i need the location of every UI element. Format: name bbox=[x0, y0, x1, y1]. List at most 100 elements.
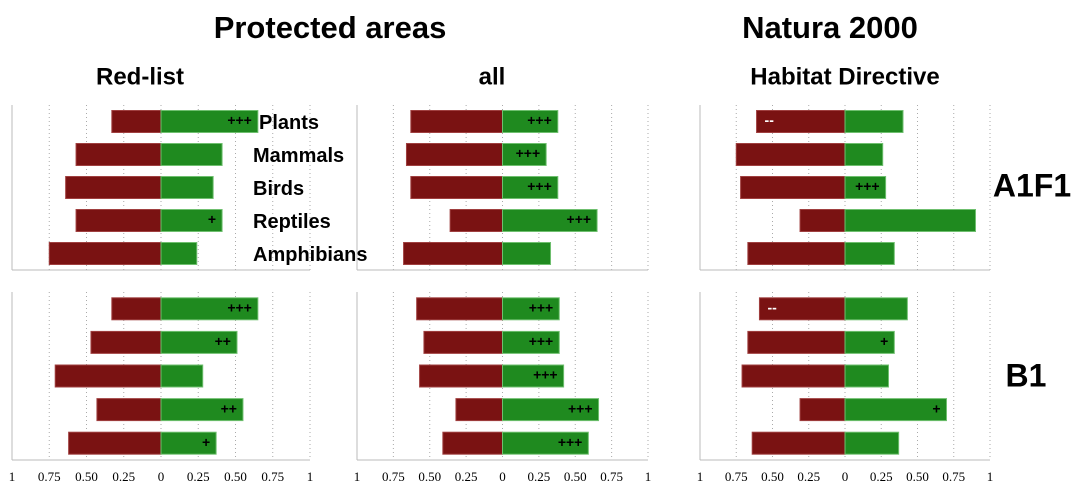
bar-annotation: +++ bbox=[529, 333, 554, 349]
bar bbox=[68, 431, 162, 455]
bar bbox=[160, 110, 259, 133]
bar-annotation: +++ bbox=[558, 434, 583, 450]
bar bbox=[160, 431, 217, 455]
x-tick-label: 1 bbox=[987, 469, 994, 484]
bar bbox=[502, 110, 559, 133]
row-label: A1F1 bbox=[993, 167, 1071, 203]
x-tick-label: 0.75 bbox=[261, 469, 284, 484]
bar-annotation: +++ bbox=[527, 178, 552, 194]
bar bbox=[502, 209, 598, 232]
bar-annotation: -- bbox=[765, 112, 775, 128]
x-tick-label: 0.25 bbox=[112, 469, 135, 484]
bar bbox=[844, 242, 895, 265]
x-tick-label: 1 bbox=[9, 469, 16, 484]
bar bbox=[799, 398, 846, 422]
bar bbox=[416, 297, 503, 321]
x-tick-label: 0.50 bbox=[906, 469, 929, 484]
bar bbox=[403, 242, 503, 265]
bar bbox=[844, 398, 947, 422]
subtitle: Red-list bbox=[96, 63, 184, 90]
bar bbox=[502, 364, 565, 388]
bar bbox=[160, 330, 238, 354]
bar bbox=[740, 176, 846, 199]
bar bbox=[410, 176, 503, 199]
bar bbox=[75, 143, 162, 166]
bar-annotation: +++ bbox=[529, 300, 554, 316]
bar-annotation: + bbox=[880, 333, 888, 349]
bar bbox=[844, 110, 904, 133]
x-tick-label: 0.25 bbox=[455, 469, 478, 484]
bar bbox=[502, 297, 560, 321]
bar-annotation: -- bbox=[767, 300, 777, 316]
bar bbox=[160, 176, 214, 199]
bar bbox=[90, 330, 162, 354]
category-label: Birds bbox=[253, 178, 304, 200]
x-tick-label: 0.50 bbox=[761, 469, 784, 484]
x-tick-label: 0 bbox=[158, 469, 165, 484]
bar bbox=[455, 398, 504, 422]
x-tick-label: 0.75 bbox=[38, 469, 61, 484]
bar bbox=[160, 209, 223, 232]
bar-annotation: + bbox=[932, 400, 940, 416]
x-tick-label: 0.50 bbox=[224, 469, 247, 484]
bar-annotation: +++ bbox=[227, 112, 252, 128]
bar bbox=[502, 242, 552, 265]
bar-annotation: +++ bbox=[533, 367, 558, 383]
bar bbox=[160, 398, 244, 422]
bar-annotation: +++ bbox=[227, 300, 252, 316]
bar-annotation: ++ bbox=[215, 333, 231, 349]
bar bbox=[419, 364, 503, 388]
bar bbox=[502, 431, 589, 455]
subtitle: Habitat Directive bbox=[750, 63, 939, 90]
bar-annotation: +++ bbox=[567, 211, 592, 227]
category-label: Mammals bbox=[253, 145, 344, 167]
bar bbox=[844, 143, 884, 166]
bar bbox=[844, 176, 887, 199]
bar-annotation: +++ bbox=[516, 145, 541, 161]
x-tick-label: 0.25 bbox=[870, 469, 893, 484]
x-tick-label: 0.50 bbox=[564, 469, 587, 484]
subtitle: all bbox=[479, 63, 506, 90]
category-label: Reptiles bbox=[253, 211, 331, 233]
bar-annotation: +++ bbox=[527, 112, 552, 128]
bar bbox=[502, 143, 547, 166]
row-label: B1 bbox=[1006, 357, 1047, 393]
x-tick-label: 0.25 bbox=[797, 469, 820, 484]
bar bbox=[111, 110, 162, 133]
x-tick-label: 0.75 bbox=[600, 469, 623, 484]
bar-annotation: ++ bbox=[221, 400, 237, 416]
bar bbox=[844, 431, 900, 455]
bar-annotation: +++ bbox=[568, 400, 593, 416]
bar bbox=[160, 143, 223, 166]
category-label: Amphibians bbox=[253, 244, 367, 266]
bar bbox=[799, 209, 846, 232]
bar bbox=[449, 209, 503, 232]
x-tick-label: 1 bbox=[307, 469, 314, 484]
x-tick-label: 0.50 bbox=[75, 469, 98, 484]
x-tick-label: 1 bbox=[697, 469, 704, 484]
bar bbox=[160, 242, 198, 265]
bar bbox=[844, 364, 889, 388]
x-tick-label: 0 bbox=[499, 469, 506, 484]
bar bbox=[111, 297, 162, 321]
bar bbox=[405, 143, 503, 166]
bar bbox=[844, 209, 976, 232]
bar bbox=[502, 398, 600, 422]
x-tick-label: 0.25 bbox=[187, 469, 210, 484]
bar bbox=[844, 297, 908, 321]
bar bbox=[160, 364, 204, 388]
bar bbox=[423, 330, 503, 354]
category-label: Plants bbox=[259, 112, 319, 134]
bar bbox=[747, 242, 846, 265]
x-tick-label: 1 bbox=[645, 469, 652, 484]
bar bbox=[96, 398, 162, 422]
chart-title: Protected areas bbox=[214, 10, 447, 45]
bar bbox=[747, 330, 846, 354]
x-tick-label: 1 bbox=[354, 469, 361, 484]
bar bbox=[751, 431, 846, 455]
bar-annotation: +++ bbox=[855, 178, 880, 194]
bar bbox=[410, 110, 503, 133]
x-tick-label: 0 bbox=[842, 469, 849, 484]
bar bbox=[75, 209, 162, 232]
